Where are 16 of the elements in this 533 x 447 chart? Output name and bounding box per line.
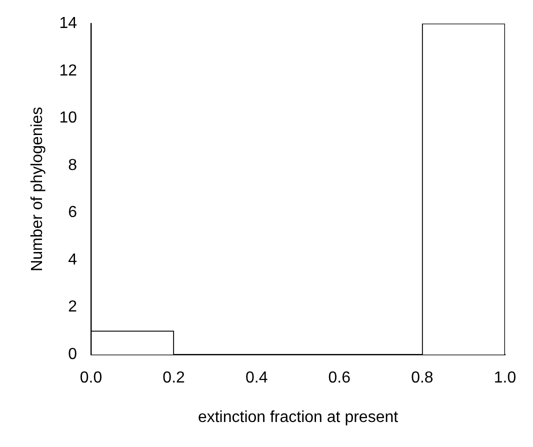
y-tick-label: 14 [59, 15, 78, 32]
y-tick-label: 8 [68, 156, 78, 174]
y-tick-label: 6 [68, 204, 78, 222]
y-axis-title: Number of phylogenies [29, 106, 46, 272]
x-tick-label: 0.2 [162, 370, 186, 387]
x-tick-label: 1.0 [494, 370, 516, 387]
x-tick-label: 0.8 [411, 370, 434, 387]
x-axis-title: extinction fraction at present [198, 408, 399, 426]
y-tick-label: 0 [68, 346, 78, 364]
x-tick-label: 0.6 [328, 370, 351, 387]
x-tick-label: 0.0 [80, 370, 102, 387]
x-tick-label: 0.4 [245, 370, 268, 387]
y-tick-label: 10 [59, 110, 78, 127]
y-tick-label: 4 [68, 251, 78, 268]
y-tick-label: 12 [59, 62, 78, 80]
y-tick-label: 2 [68, 298, 78, 316]
